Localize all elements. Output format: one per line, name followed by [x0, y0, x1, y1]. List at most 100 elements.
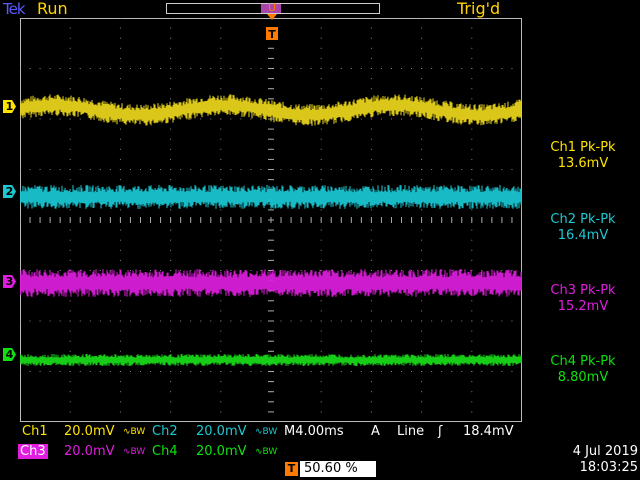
graticule-dot — [340, 320, 342, 322]
graticule-dot — [220, 249, 222, 251]
graticule-dot — [170, 411, 172, 413]
graticule-dot — [390, 320, 392, 322]
graticule-dot — [39, 320, 41, 322]
trigger-position-marker[interactable]: U T — [265, 0, 279, 42]
graticule-dot — [370, 229, 372, 231]
graticule-dot — [69, 78, 71, 80]
graticule-dot — [421, 371, 423, 372]
graticule-dot — [170, 138, 172, 140]
graticule-dot — [431, 68, 433, 69]
graticule-dot — [471, 401, 473, 403]
graticule-dot — [451, 320, 453, 322]
graticule-dot — [431, 169, 433, 170]
graticule-dot — [69, 320, 71, 322]
graticule-dot — [190, 320, 192, 322]
graticule-dot — [139, 320, 141, 322]
graticule-dot — [320, 47, 322, 49]
timebase-setting[interactable]: M4.00ms — [284, 424, 359, 440]
graticule-dot — [89, 68, 91, 69]
graticule-dot — [210, 371, 212, 372]
graticule-dot — [220, 239, 222, 241]
graticule-dot — [210, 118, 212, 120]
graticule-dot — [210, 68, 212, 69]
graticule-dot — [129, 270, 131, 271]
ch4-ground-marker[interactable]: 4 — [3, 348, 16, 361]
graticule-dot — [320, 128, 322, 130]
graticule-dot — [240, 169, 242, 170]
graticule-dot — [59, 118, 61, 120]
graticule-dot — [290, 320, 292, 322]
graticule-dot — [300, 270, 302, 271]
graticule-dot — [421, 68, 423, 69]
graticule-dot — [431, 320, 433, 322]
ch3-label: Ch3 — [18, 444, 48, 459]
graticule-dot — [39, 169, 41, 170]
graticule-dot — [360, 68, 362, 69]
graticule-display[interactable] — [20, 18, 522, 422]
graticule-dot — [220, 68, 222, 69]
graticule-dot — [230, 270, 232, 271]
graticule-dot — [170, 340, 172, 342]
graticule-dot — [491, 371, 493, 372]
ch3-setting[interactable]: Ch3 20.0mV ∿BW — [18, 444, 150, 460]
graticule-dot — [99, 68, 101, 69]
graticule-dot — [170, 78, 172, 80]
graticule-dot — [421, 270, 423, 271]
graticule-dot — [431, 371, 433, 372]
graticule-dot — [129, 371, 131, 372]
graticule-dot — [150, 169, 152, 170]
graticule-dot — [99, 320, 101, 322]
graticule-dot — [39, 371, 41, 372]
graticule-dot — [360, 320, 362, 322]
graticule-dot — [119, 371, 121, 372]
graticule-dot — [350, 371, 352, 372]
graticule-dot — [119, 401, 121, 403]
graticule-dot — [320, 350, 322, 352]
graticule-dot — [170, 209, 172, 211]
graticule-dot — [370, 300, 372, 302]
ch2-ground-marker[interactable]: 2 — [3, 185, 16, 198]
graticule-dot — [501, 320, 503, 322]
graticule-dot — [170, 169, 172, 170]
graticule-dot — [69, 270, 71, 271]
graticule-dot — [471, 371, 473, 372]
graticule-dot — [411, 68, 413, 69]
ch1-setting[interactable]: Ch1 20.0mV ∿BW — [20, 424, 152, 440]
graticule-dot — [491, 320, 493, 322]
graticule-dot — [49, 68, 51, 69]
trigger-position-readout[interactable]: 50.60 % — [300, 461, 376, 477]
graticule-dot — [170, 47, 172, 49]
graticule-dot — [471, 259, 473, 261]
ch2-setting[interactable]: Ch2 20.0mV ∿BW — [150, 424, 284, 440]
graticule-dot — [350, 320, 352, 322]
ch3-ground-marker[interactable]: 3 — [3, 275, 16, 288]
graticule-dot — [69, 68, 71, 69]
record-length-bar[interactable] — [166, 3, 380, 14]
graticule-dot — [39, 68, 41, 69]
graticule-dot — [210, 169, 212, 170]
graticule-dot — [119, 381, 121, 383]
graticule-dot — [471, 340, 473, 342]
graticule-dot — [320, 239, 322, 241]
graticule-dot — [471, 249, 473, 251]
graticule-dot — [320, 411, 322, 413]
graticule-dot — [370, 47, 372, 49]
graticule-dot — [220, 27, 222, 29]
graticule-dot — [290, 68, 292, 69]
graticule-dot — [119, 18, 121, 19]
trigger-mode: A — [371, 424, 380, 439]
graticule-dot — [139, 68, 141, 69]
graticule-dot — [421, 320, 423, 322]
graticule-dot — [250, 371, 252, 372]
graticule-dot — [390, 68, 392, 69]
graticule-dot — [119, 47, 121, 49]
ch4-setting[interactable]: Ch4 20.0mV ∿BW — [150, 444, 284, 460]
ch1-ground-marker[interactable]: 1 — [3, 100, 16, 113]
graticule-dot — [401, 270, 403, 271]
graticule-dot — [290, 270, 292, 271]
graticule-dot — [69, 18, 71, 19]
graticule-dot — [421, 189, 423, 191]
graticule-dot — [471, 239, 473, 241]
graticule-dot — [119, 340, 121, 342]
trigger-setting[interactable]: A Line ʃ 18.4mV — [371, 424, 531, 440]
